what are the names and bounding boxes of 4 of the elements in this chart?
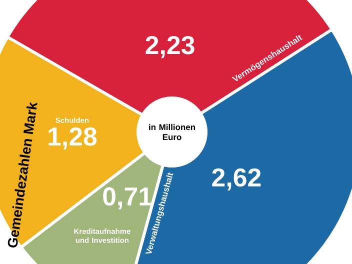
data-label: 2,23 xyxy=(146,36,194,58)
data-label: 2,62 xyxy=(212,168,261,190)
text: in Millionen Euro xyxy=(149,124,195,140)
data-label: 1,28 xyxy=(48,127,97,150)
